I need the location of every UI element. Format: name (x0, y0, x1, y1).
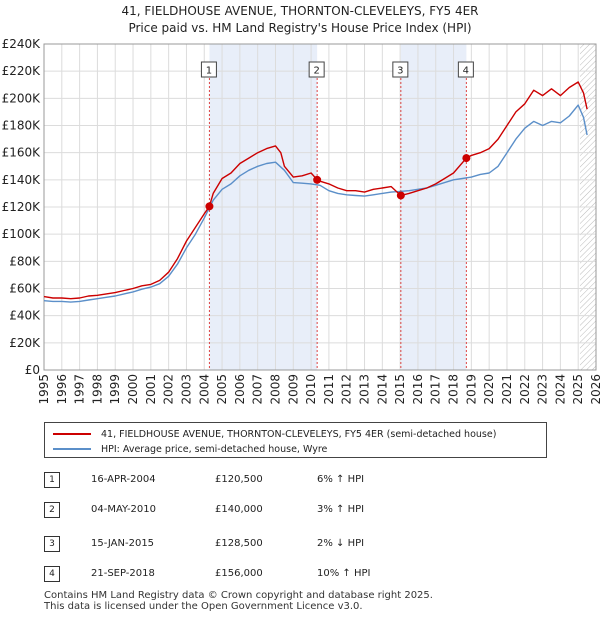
x-tick-label: 2025 (571, 374, 585, 405)
x-tick-label: 2023 (536, 374, 550, 405)
legend-item-hpi: HPI: Average price, semi-detached house,… (53, 442, 327, 456)
x-tick-label: 2013 (358, 374, 372, 405)
y-tick-label: £100K (2, 227, 42, 241)
y-tick-label: £220K (2, 64, 42, 78)
x-tick-label: 2002 (162, 374, 176, 405)
x-tick-label: 2018 (447, 374, 461, 405)
sale-row: 1 16-APR-2004 £120,500 6% ↑ HPI (44, 472, 444, 490)
x-tick-label: 2021 (500, 374, 514, 405)
legend-hpi-label: HPI: Average price, semi-detached house,… (101, 443, 328, 455)
x-tick-label: 2011 (322, 374, 336, 405)
sale-date: 16-APR-2004 (91, 474, 156, 485)
sale-number-badge: 1 (44, 472, 60, 488)
y-tick-label: £80K (9, 254, 41, 268)
sale-label-box (392, 61, 409, 78)
sale-label-box (457, 61, 474, 78)
y-tick-label: £0 (25, 363, 40, 377)
property-line-swatch (53, 433, 91, 435)
sale-point (396, 191, 405, 200)
y-tick-label: £240K (2, 37, 42, 51)
sale-point (462, 154, 471, 163)
x-tick-label: 2008 (268, 374, 282, 405)
sale-price: £128,500 (215, 538, 263, 549)
x-tick-label: 2010 (304, 374, 318, 405)
y-tick-label: £40K (9, 309, 41, 323)
sale-number-badge: 3 (44, 536, 60, 552)
x-tick-label: 1995 (37, 374, 51, 405)
sale-label-text: 3 (397, 66, 403, 77)
price-chart: £0 £20K £40K £60K £80K £100K £120K £140K £160K £1… (2, 37, 600, 405)
sale-number-badge: 2 (44, 502, 60, 518)
hpi-line-swatch (53, 448, 91, 450)
legend-property-label: 41, FIELDHOUSE AVENUE, THORNTON-CLEVELEY… (101, 428, 497, 440)
sale-label-text: 2 (313, 66, 319, 77)
y-tick-label: £60K (9, 282, 41, 296)
sale-label-box (308, 61, 325, 78)
sale-row: 2 04-MAY-2010 £140,000 3% ↑ HPI (44, 502, 444, 520)
x-tick-label: 2012 (340, 374, 354, 405)
x-tick-label: 1996 (55, 374, 69, 405)
sale-point (313, 175, 322, 184)
y-tick-label: £20K (9, 336, 41, 350)
sale-row: 4 21-SEP-2018 £156,000 10% ↑ HPI (44, 566, 444, 584)
x-tick-label: 2020 (482, 374, 496, 405)
x-tick-label: 2022 (518, 374, 532, 405)
legend-item-property: 41, FIELDHOUSE AVENUE, THORNTON-CLEVELEY… (53, 427, 496, 441)
x-tick-label: 1998 (90, 374, 104, 405)
x-tick-label: 1999 (108, 374, 122, 405)
sale-label-text: 1 (206, 66, 212, 77)
sale-date: 21-SEP-2018 (91, 568, 155, 579)
x-tick-label: 2003 (179, 374, 193, 405)
x-tick-label: 2009 (286, 374, 300, 405)
x-tick-label: 2015 (393, 374, 407, 405)
sale-point (205, 202, 214, 211)
x-tick-label: 2026 (589, 374, 600, 405)
x-tick-label: 2017 (429, 374, 443, 405)
sale-hpi-diff: 6% ↑ HPI (317, 474, 365, 485)
y-tick-label: £200K (2, 91, 42, 105)
x-tick-label: 2024 (553, 374, 567, 405)
sale-price: £140,000 (215, 504, 263, 515)
chart-title: 41, FIELDHOUSE AVENUE, THORNTON-CLEVELEY… (121, 4, 479, 18)
x-tick-label: 2005 (215, 374, 229, 405)
hpi-line (43, 104, 588, 303)
x-tick-label: 2007 (251, 374, 265, 405)
sale-hpi-diff: 10% ↑ HPI (317, 568, 371, 579)
sale-hpi-diff: 2% ↓ HPI (317, 538, 365, 549)
sale-date: 04-MAY-2010 (91, 504, 157, 515)
x-tick-label: 2019 (464, 374, 478, 405)
sale-price: £156,000 (215, 568, 263, 579)
sale-number-badge: 4 (44, 566, 60, 582)
sale-price: £120,500 (215, 474, 263, 485)
property-price-line (43, 81, 588, 300)
sale-label-box (200, 61, 217, 78)
plot-frame (43, 43, 597, 371)
x-tick-label: 2000 (126, 374, 140, 405)
y-tick-label: £140K (2, 173, 42, 187)
sale-hpi-diff: 3% ↑ HPI (317, 504, 365, 515)
y-tick-label: £180K (2, 119, 42, 133)
x-tick-label: 2001 (144, 374, 158, 405)
y-tick-label: £160K (2, 146, 42, 160)
legend: 41, FIELDHOUSE AVENUE, THORNTON-CLEVELEY… (44, 422, 547, 458)
x-tick-label: 2004 (197, 374, 211, 405)
chart-subtitle: Price paid vs. HM Land Registry's House … (128, 21, 472, 35)
x-tick-label: 1997 (73, 374, 87, 405)
x-tick-label: 2014 (375, 374, 389, 405)
sale-row: 3 15-JAN-2015 £128,500 2% ↓ HPI (44, 536, 444, 554)
footer-copyright: Contains HM Land Registry data © Crown c… (44, 590, 433, 601)
x-tick-label: 2016 (411, 374, 425, 405)
sale-label-text: 4 (463, 66, 469, 77)
x-tick-label: 2006 (233, 374, 247, 405)
footer-license: This data is licensed under the Open Gov… (44, 601, 363, 612)
y-tick-label: £120K (2, 200, 42, 214)
sale-date: 15-JAN-2015 (91, 538, 155, 549)
